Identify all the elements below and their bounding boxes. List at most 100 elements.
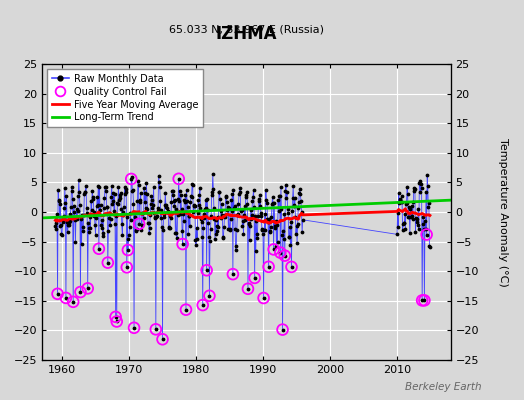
Point xyxy=(396,196,405,203)
Point xyxy=(418,297,427,304)
Point xyxy=(293,220,302,227)
Point xyxy=(395,190,403,196)
Point xyxy=(112,314,120,320)
Point xyxy=(188,194,196,200)
Point xyxy=(245,220,253,227)
Point xyxy=(220,213,228,220)
Point xyxy=(224,226,233,232)
Point xyxy=(259,295,268,301)
Point xyxy=(202,197,210,204)
Point xyxy=(417,181,425,187)
Point xyxy=(182,306,190,313)
Point xyxy=(125,224,134,230)
Point xyxy=(210,204,218,211)
Point xyxy=(420,297,429,304)
Point xyxy=(397,199,405,205)
Point xyxy=(86,225,95,231)
Point xyxy=(418,185,426,192)
Point xyxy=(146,212,155,218)
Point xyxy=(166,213,174,220)
Point xyxy=(89,195,97,202)
Point xyxy=(209,186,217,192)
Point xyxy=(86,214,94,220)
Point xyxy=(160,202,169,208)
Point xyxy=(250,275,259,281)
Point xyxy=(222,194,231,201)
Point xyxy=(229,186,237,193)
Point xyxy=(239,231,248,237)
Point xyxy=(166,225,174,232)
Point xyxy=(65,222,73,228)
Point xyxy=(237,208,245,214)
Point xyxy=(99,230,107,236)
Point xyxy=(62,295,70,301)
Point xyxy=(236,185,244,191)
Point xyxy=(185,212,193,219)
Point xyxy=(398,199,406,205)
Point xyxy=(58,232,66,238)
Point xyxy=(75,202,84,209)
Point xyxy=(243,189,251,195)
Point xyxy=(199,302,207,308)
Point xyxy=(130,210,139,217)
Point xyxy=(287,264,296,270)
Point xyxy=(107,182,116,189)
Point xyxy=(259,295,268,301)
Point xyxy=(419,214,428,220)
Point xyxy=(97,222,105,229)
Point xyxy=(404,214,412,220)
Point xyxy=(423,171,431,178)
Point xyxy=(248,198,257,204)
Point xyxy=(265,264,273,270)
Point xyxy=(297,198,305,204)
Point xyxy=(78,240,86,247)
Point xyxy=(414,226,423,232)
Point xyxy=(127,176,135,182)
Point xyxy=(133,226,141,232)
Point xyxy=(205,292,214,299)
Point xyxy=(172,206,180,212)
Point xyxy=(103,203,111,210)
Point xyxy=(94,183,103,189)
Point xyxy=(169,192,177,198)
Point xyxy=(271,225,279,232)
Point xyxy=(247,206,255,213)
Point xyxy=(61,185,69,191)
Point xyxy=(284,210,292,216)
Point xyxy=(225,227,234,234)
Point xyxy=(84,220,92,226)
Point xyxy=(113,200,122,206)
Point xyxy=(285,234,293,240)
Point xyxy=(270,200,278,206)
Point xyxy=(155,178,163,185)
Point xyxy=(174,196,182,202)
Point xyxy=(158,336,167,342)
Point xyxy=(207,213,215,219)
Point xyxy=(188,181,196,187)
Point xyxy=(242,192,250,199)
Point xyxy=(424,204,432,210)
Point xyxy=(231,203,239,209)
Point xyxy=(201,205,210,211)
Point xyxy=(135,221,143,227)
Point xyxy=(294,198,303,205)
Point xyxy=(162,204,171,210)
Point xyxy=(268,201,276,207)
Point xyxy=(154,208,162,214)
Legend: Raw Monthly Data, Quality Control Fail, Five Year Moving Average, Long-Term Tren: Raw Monthly Data, Quality Control Fail, … xyxy=(47,69,203,127)
Point xyxy=(225,205,233,211)
Point xyxy=(253,234,261,241)
Point xyxy=(260,211,269,217)
Point xyxy=(189,182,197,188)
Point xyxy=(297,209,305,215)
Point xyxy=(405,214,413,220)
Point xyxy=(403,184,411,190)
Point xyxy=(53,211,61,218)
Point xyxy=(145,220,153,226)
Point xyxy=(243,201,252,208)
Point xyxy=(80,212,88,218)
Point xyxy=(160,211,168,218)
Point xyxy=(250,275,259,281)
Point xyxy=(140,185,148,192)
Point xyxy=(234,210,242,217)
